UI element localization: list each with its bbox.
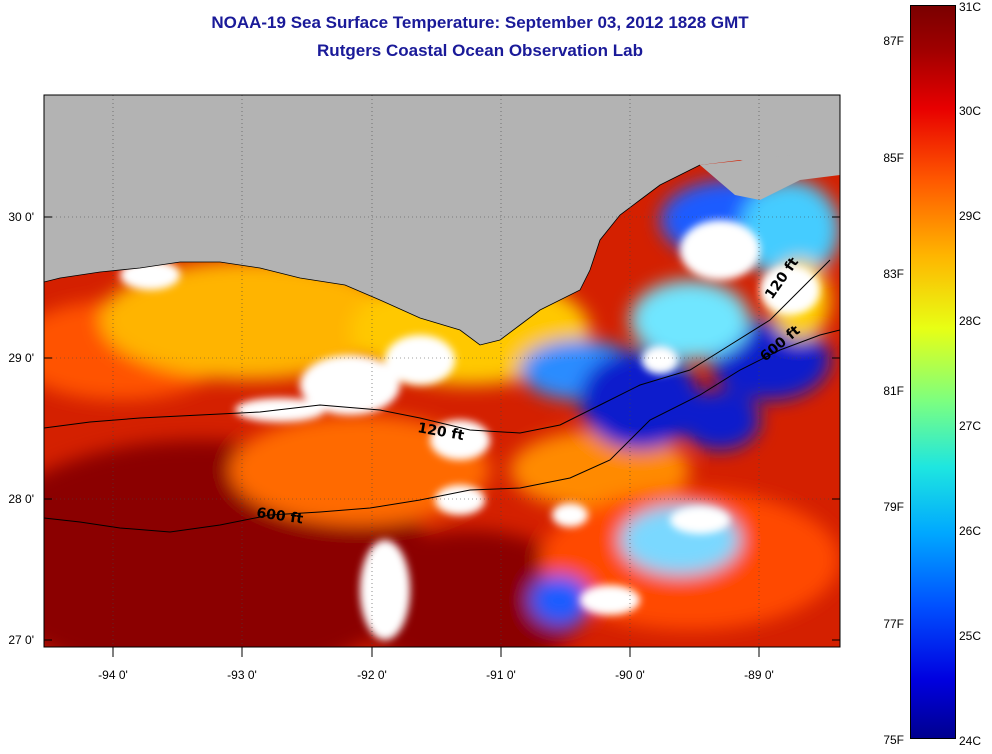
lon-label: -91 0' xyxy=(486,668,516,682)
colorbar-f-label: 81F xyxy=(883,384,904,398)
map-frame xyxy=(43,94,841,648)
axis-ticks xyxy=(44,216,840,657)
graticule xyxy=(44,95,840,647)
lat-label: 28 0' xyxy=(8,492,34,506)
colorbar-c-label: 31C xyxy=(959,0,982,14)
map-title: NOAA-19 Sea Surface Temperature: Septemb… xyxy=(211,13,749,32)
map-subtitle: Rutgers Coastal Ocean Observation Lab xyxy=(317,41,643,60)
colorbar-f-label: 83F xyxy=(883,267,904,281)
lon-label: -92 0' xyxy=(357,668,387,682)
lat-label: 27 0' xyxy=(8,633,34,647)
sst-field xyxy=(44,180,840,647)
lon-label: -89 0' xyxy=(744,668,774,682)
colorbar-c-label: 25C xyxy=(959,629,982,643)
lon-label: -93 0' xyxy=(227,668,257,682)
colorbar-f-label: 87F xyxy=(883,34,904,48)
colorbar-f-label: 85F xyxy=(883,151,904,165)
colorbar-f-label: 75F xyxy=(883,733,904,747)
colorbar-c-label: 26C xyxy=(959,524,982,538)
land-mass xyxy=(44,95,840,345)
colorbar-c-label: 29C xyxy=(959,209,982,223)
lon-label: -90 0' xyxy=(615,668,645,682)
colorbar-f-label: 77F xyxy=(883,617,904,631)
map-plot-area: 120 ft 600 ft 120 ft 600 ft xyxy=(44,95,840,647)
colorbar-c-label: 24C xyxy=(959,734,982,748)
lon-label: -94 0' xyxy=(98,668,128,682)
lat-label: 29 0' xyxy=(8,351,34,365)
colorbar-c-label: 30C xyxy=(959,104,982,118)
contour-label-600-south: 600 ft xyxy=(255,505,304,527)
colorbar-f-label: 79F xyxy=(883,500,904,514)
colorbar-c-label: 28C xyxy=(959,314,982,328)
temperature-colorbar xyxy=(910,5,956,739)
lat-label: 30 0' xyxy=(8,210,34,224)
contour-600ft xyxy=(44,329,840,533)
contour-120ft xyxy=(44,259,831,434)
colorbar-c-label: 27C xyxy=(959,419,982,433)
